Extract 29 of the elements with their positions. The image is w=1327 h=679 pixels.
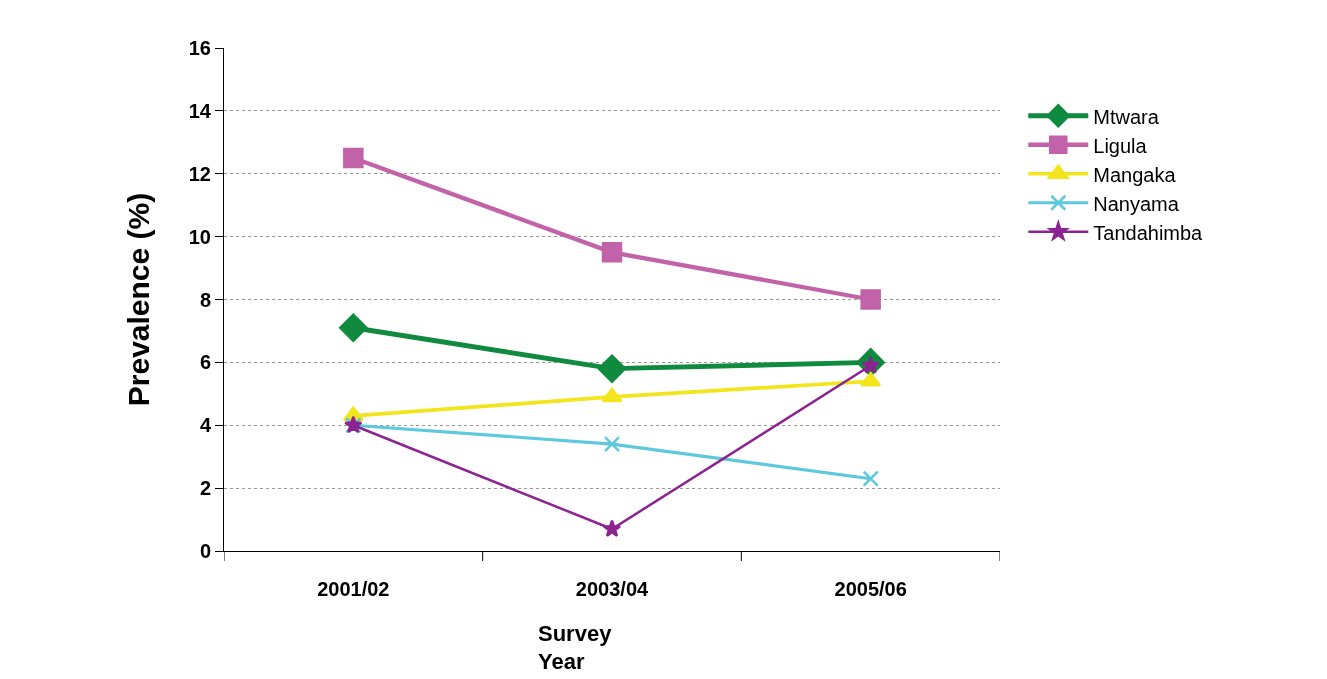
y-tick-label: 2: [199, 477, 211, 500]
point: [862, 470, 879, 487]
x-tick-label: 2001/02: [317, 578, 390, 600]
y-tick-label: 12: [188, 162, 211, 185]
x-tick-label: 2005/06: [834, 578, 907, 600]
point: [339, 313, 368, 343]
y-tick-label: 0: [199, 540, 211, 562]
legend-label: Mtwara: [1093, 105, 1160, 128]
point: [603, 435, 621, 453]
x-axis-title: Survey Year: [538, 620, 613, 676]
y-axis-title: Prevalence (%): [121, 192, 155, 407]
legend-label: Nanyama: [1093, 192, 1180, 215]
point: [601, 387, 623, 403]
point: [343, 147, 364, 169]
y-tick-label: 4: [199, 414, 212, 437]
y-tick-label: 6: [199, 351, 211, 374]
point: [601, 242, 623, 263]
point: [860, 289, 881, 310]
point: [597, 354, 627, 383]
y-tick-label: 10: [188, 225, 211, 248]
legend-label: Ligula: [1093, 134, 1148, 157]
x-tick-label: 2003/04: [575, 578, 650, 600]
legend-label: Tandahimba: [1093, 221, 1204, 244]
point: [602, 519, 622, 538]
y-tick-label: 14: [188, 99, 212, 122]
y-tick-label: 8: [199, 288, 211, 311]
legend-label: Mangaka: [1093, 163, 1177, 186]
y-tick-label: 16: [188, 37, 211, 59]
point: [860, 371, 882, 387]
